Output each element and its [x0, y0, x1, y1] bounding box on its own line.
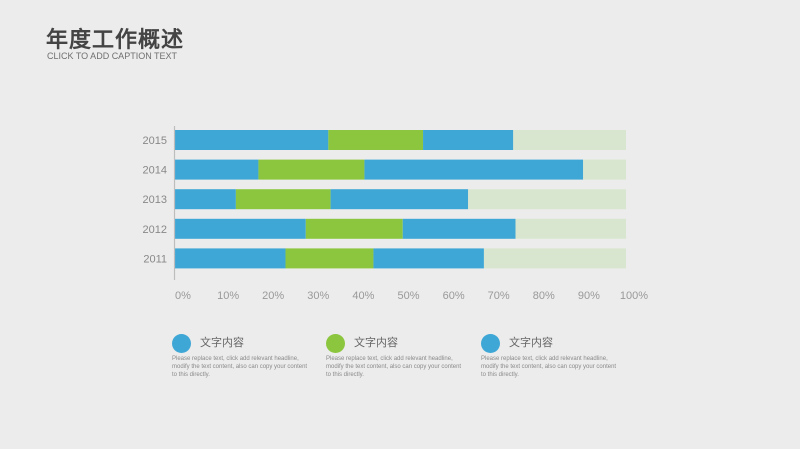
bar-segment [402, 218, 516, 239]
x-tick-label: 0% [175, 290, 191, 302]
x-tick-label: 50% [397, 290, 419, 302]
legend-dot-icon [481, 334, 500, 353]
bar-segment [285, 248, 374, 269]
x-tick-label: 100% [620, 290, 648, 302]
bar-segment [305, 218, 403, 239]
legend-description: Please replace text, click add relevant … [326, 356, 462, 378]
bar-segment [175, 218, 306, 239]
x-tick-label: 20% [262, 290, 284, 302]
x-tick-label: 40% [352, 290, 374, 302]
bar-segment [328, 130, 424, 150]
y-tick-label: 2014 [143, 165, 167, 177]
legend-label: 文字内容 [509, 336, 553, 349]
bar-segment [373, 248, 484, 269]
bar-segment [364, 159, 584, 180]
legend-label: 文字内容 [200, 336, 244, 349]
legend-label: 文字内容 [354, 336, 398, 349]
legend-description: Please replace text, click add relevant … [481, 356, 617, 378]
bar-segment [175, 130, 329, 150]
y-tick-label: 2012 [143, 224, 167, 236]
bar-segment [583, 159, 626, 180]
y-tick-label: 2015 [143, 135, 167, 147]
bar-segment [468, 189, 626, 210]
x-tick-label: 60% [443, 290, 465, 302]
x-tick-label: 80% [533, 290, 555, 302]
bar-segment [423, 130, 514, 150]
x-tick-label: 70% [488, 290, 510, 302]
y-tick-label: 2011 [143, 253, 167, 265]
y-tick-label: 2013 [143, 194, 167, 206]
x-tick-label: 90% [578, 290, 600, 302]
bar-segment [175, 189, 236, 210]
legend-description: Please replace text, click add relevant … [172, 356, 308, 378]
bar-segment [515, 218, 626, 239]
page-subtitle: CLICK TO ADD CAPTION TEXT [47, 51, 178, 61]
bar-segment [258, 159, 365, 180]
x-tick-label: 30% [307, 290, 329, 302]
legend-dot-icon [172, 334, 191, 353]
bar-segment [175, 248, 286, 269]
x-tick-label: 10% [217, 290, 239, 302]
page-title: 年度工作概述 [46, 28, 185, 53]
bar-segment [483, 248, 626, 269]
legend-dot-icon [326, 334, 345, 353]
bar-segment [513, 130, 626, 150]
bar-segment [235, 189, 331, 210]
bar-segment [330, 189, 469, 210]
bar-segment [175, 159, 259, 180]
